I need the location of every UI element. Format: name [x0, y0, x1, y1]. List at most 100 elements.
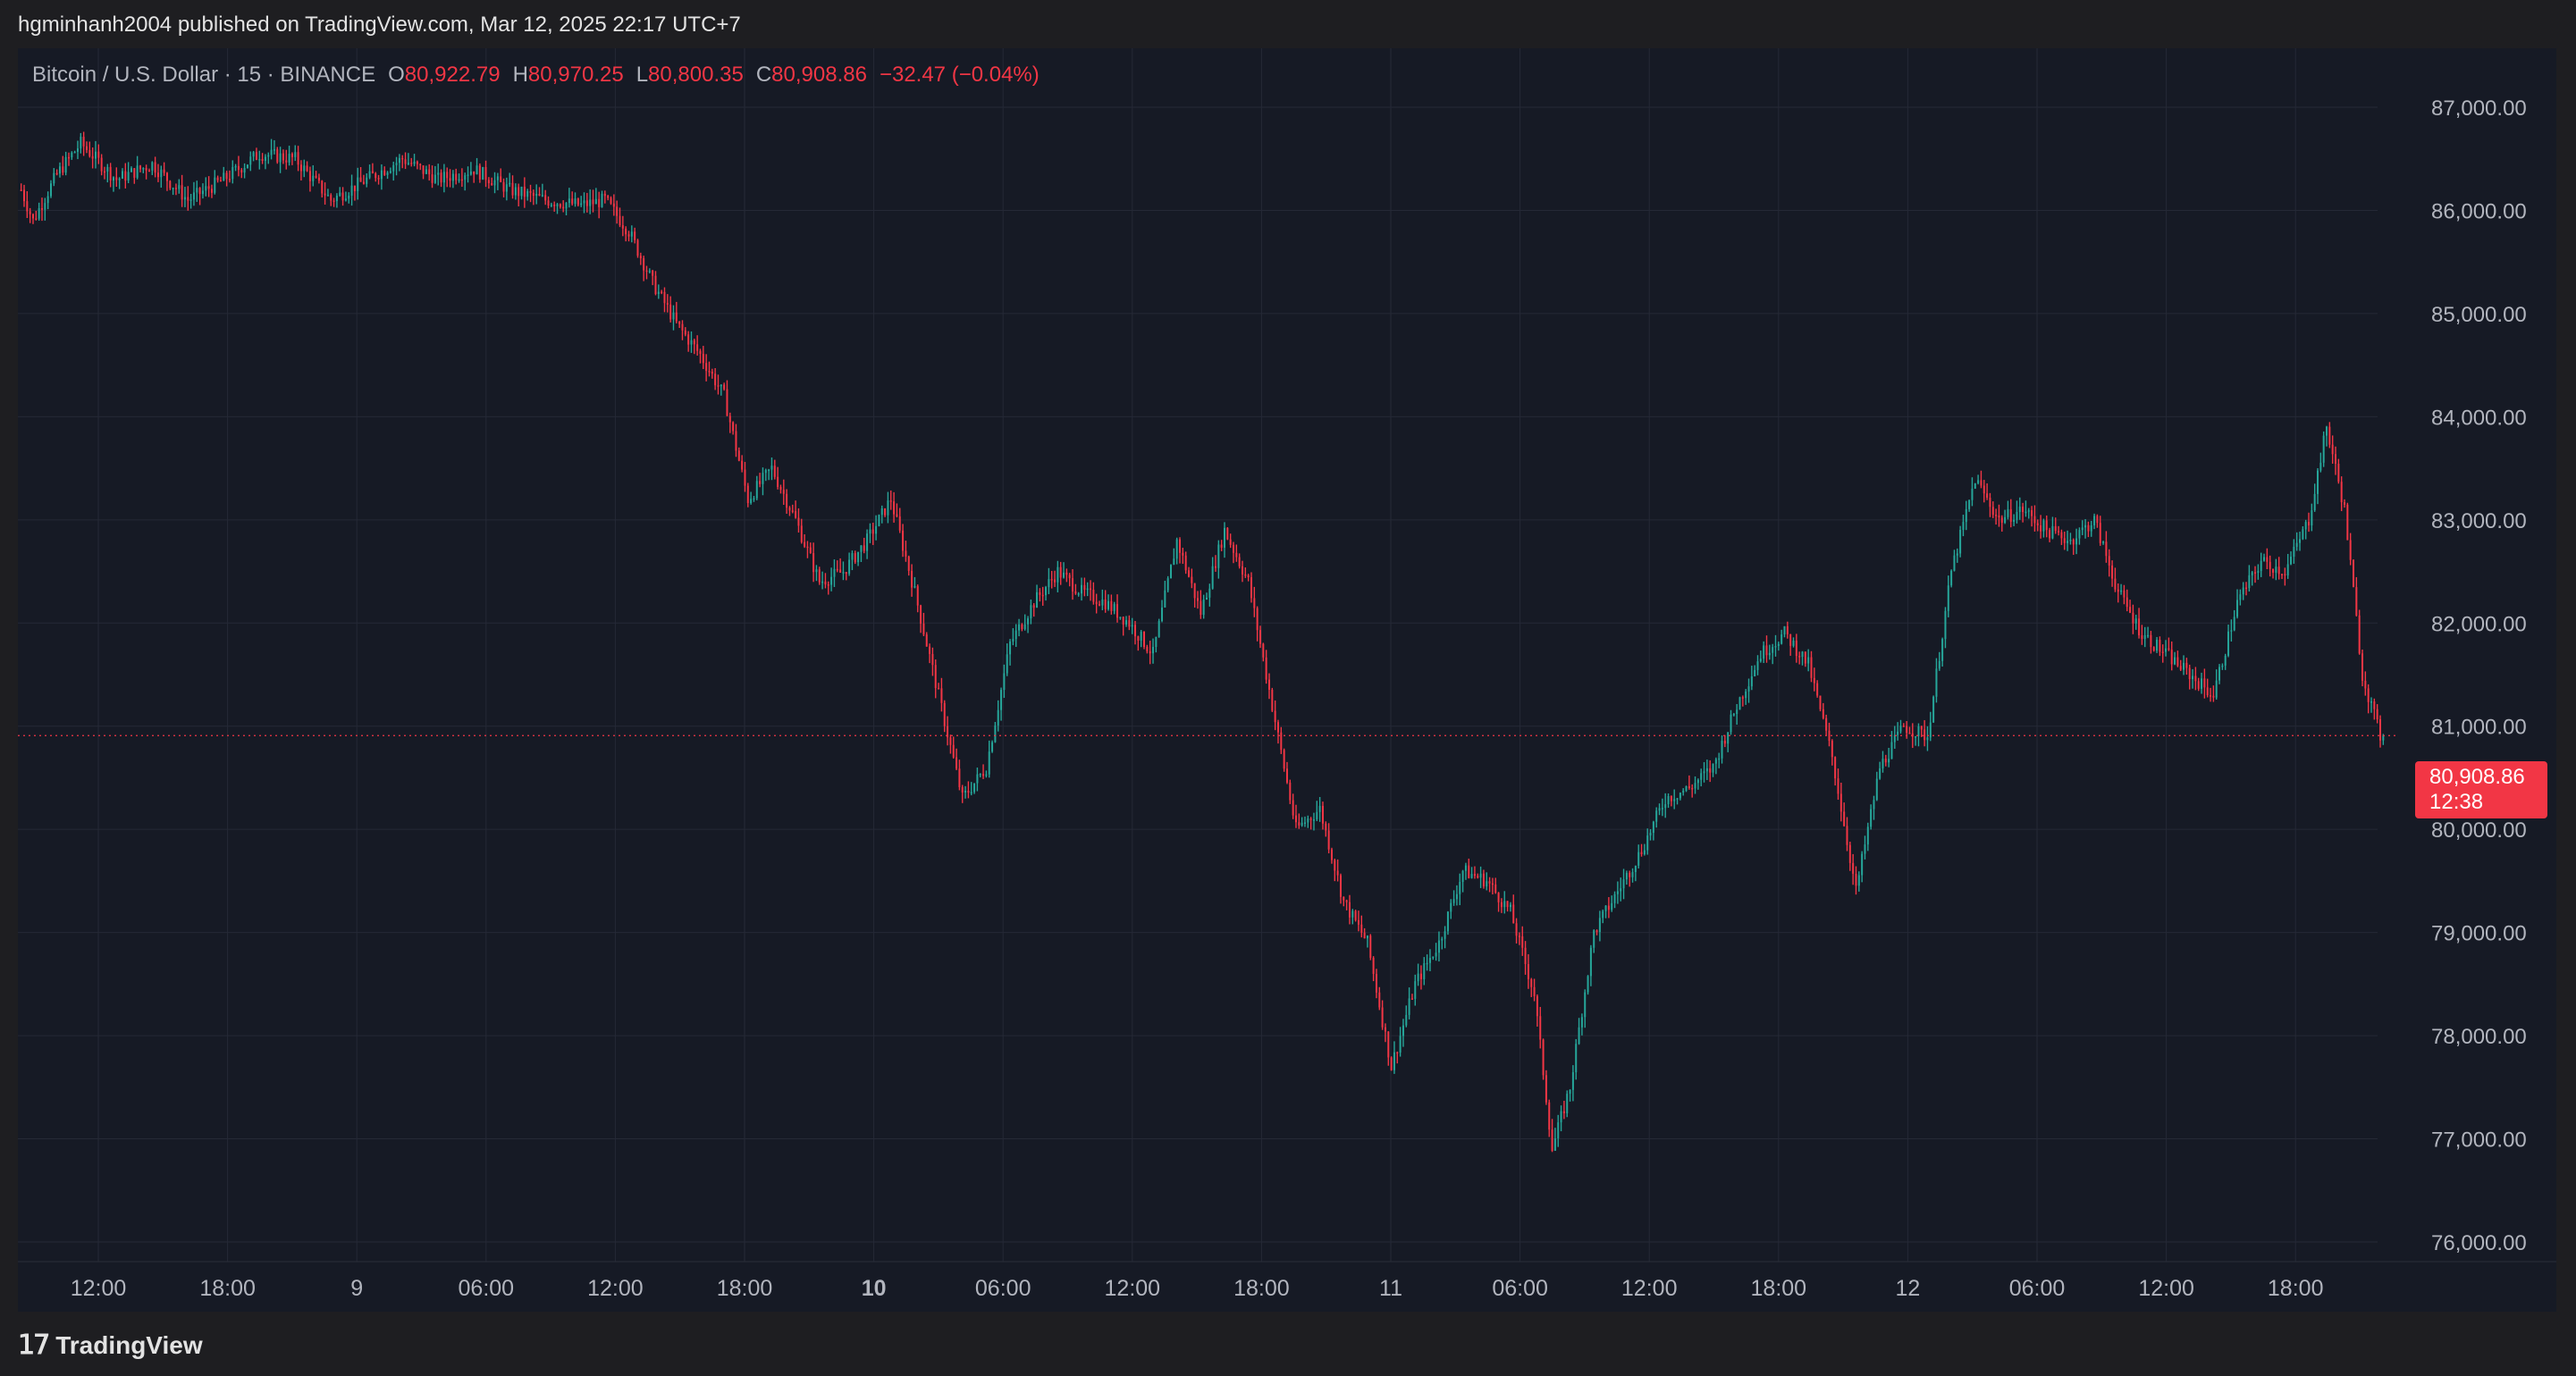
- candle-body: [1712, 763, 1714, 773]
- candle-body: [368, 171, 371, 178]
- candle-body: [392, 164, 395, 172]
- candle-body: [1571, 1072, 1574, 1090]
- candle-body: [556, 204, 559, 206]
- candle-body: [2141, 635, 2143, 640]
- candle-body: [2040, 525, 2042, 532]
- candle-body: [2156, 640, 2159, 651]
- candle-body: [2058, 531, 2060, 533]
- candle-body: [1021, 624, 1023, 630]
- candle-body: [532, 192, 535, 197]
- candle-body: [1179, 539, 1182, 553]
- candle-body: [1607, 905, 1610, 910]
- candle-body: [1629, 872, 1631, 877]
- y-tick-label: 77,000.00: [2431, 1128, 2527, 1153]
- candle-body: [225, 172, 228, 180]
- candle-body: [1810, 657, 1813, 678]
- candle-body: [1023, 624, 1026, 630]
- candle-body: [648, 271, 651, 273]
- candle-body: [1018, 624, 1021, 631]
- candle-body: [696, 344, 699, 351]
- candle-body: [205, 186, 207, 191]
- candle-body: [214, 177, 216, 193]
- candle-body: [821, 581, 824, 583]
- candle-body: [2174, 657, 2176, 665]
- candle-body: [925, 634, 928, 647]
- candle-body: [1980, 480, 1983, 486]
- candle-body: [1500, 902, 1503, 908]
- candle-body: [38, 208, 40, 219]
- candle-body: [1524, 947, 1527, 964]
- candle-body: [156, 172, 159, 178]
- x-tick-label: 18:00: [199, 1276, 256, 1301]
- candle-body: [1819, 695, 1822, 709]
- x-tick-label: 12:00: [1621, 1276, 1678, 1301]
- candle-body: [2051, 525, 2054, 539]
- candlestick-chart[interactable]: 76,000.00 77,000.00 78,000.00 79,000.00 80,0…: [18, 48, 2556, 1312]
- time-axis[interactable]: 12:00 18:00 9 06:00 12:00 18:00 10 06:00 12:00 18…: [71, 1276, 2324, 1301]
- candle-body: [1423, 963, 1426, 979]
- candle-body: [142, 168, 145, 170]
- candle-body: [2063, 538, 2066, 543]
- candle-body: [636, 239, 639, 256]
- candle-body: [1822, 709, 1824, 718]
- candle-body: [893, 501, 896, 515]
- candle-body: [2308, 522, 2311, 526]
- candle-body: [160, 169, 163, 178]
- candle-body: [746, 485, 749, 504]
- candle-body: [2150, 634, 2152, 648]
- candle-body: [1155, 636, 1158, 648]
- candles: [20, 131, 2385, 1153]
- candle-body: [523, 186, 526, 197]
- candle-body: [1580, 1017, 1583, 1028]
- candle-body: [1924, 729, 1926, 741]
- candle-body: [100, 157, 103, 172]
- candle-body: [788, 508, 791, 511]
- candle-body: [1348, 902, 1351, 918]
- candle-body: [425, 169, 427, 174]
- candle-body: [2134, 618, 2137, 624]
- candle-body: [1634, 865, 1637, 872]
- candle-body: [741, 460, 744, 470]
- candle-body: [2364, 680, 2367, 689]
- candle-body: [684, 330, 686, 335]
- price-axis[interactable]: 76,000.00 77,000.00 78,000.00 79,000.00 80,0…: [2431, 96, 2527, 1255]
- candle-body: [1560, 1111, 1562, 1123]
- candle-body: [1789, 633, 1792, 646]
- candle-body: [2224, 655, 2227, 666]
- candle-body: [371, 171, 374, 174]
- tradingview-brand[interactable]: 𝟣𝟩 TradingView: [18, 1330, 203, 1361]
- chart-panel[interactable]: 76,000.00 77,000.00 78,000.00 79,000.00 80,0…: [18, 48, 2556, 1312]
- candle-body: [976, 774, 979, 784]
- candle-body: [1631, 871, 1634, 877]
- candle-body: [2000, 517, 2003, 524]
- candle-body: [753, 498, 755, 500]
- candle-body: [1032, 605, 1035, 608]
- close-label: C: [755, 63, 772, 87]
- candle-body: [1983, 485, 1985, 494]
- candle-body: [1149, 650, 1151, 654]
- candle-body: [1884, 759, 1887, 763]
- candle-body: [991, 742, 994, 752]
- candle-body: [1893, 734, 1896, 743]
- symbol-name[interactable]: Bitcoin / U.S. Dollar · 15 · BINANCE: [32, 63, 376, 87]
- candle-body: [1870, 809, 1873, 827]
- candle-body: [1468, 865, 1470, 878]
- y-tick-label: 82,000.00: [2431, 612, 2527, 636]
- candle-body: [1477, 876, 1479, 878]
- candle-body: [1289, 782, 1292, 801]
- candle-body: [2212, 695, 2215, 698]
- candle-body: [1968, 499, 1971, 509]
- y-tick-label: 86,000.00: [2431, 199, 2527, 223]
- candle-body: [44, 203, 46, 210]
- candle-body: [643, 258, 645, 271]
- candle-body: [869, 529, 871, 534]
- candle-body: [273, 149, 275, 151]
- candle-body: [1652, 821, 1654, 834]
- candle-body: [458, 179, 460, 181]
- candle-body: [687, 334, 690, 345]
- candle-body: [85, 146, 88, 150]
- candle-body: [1244, 574, 1247, 576]
- candle-body: [2152, 647, 2155, 651]
- candle-body: [764, 470, 767, 474]
- x-tick-label: 12:00: [71, 1276, 127, 1301]
